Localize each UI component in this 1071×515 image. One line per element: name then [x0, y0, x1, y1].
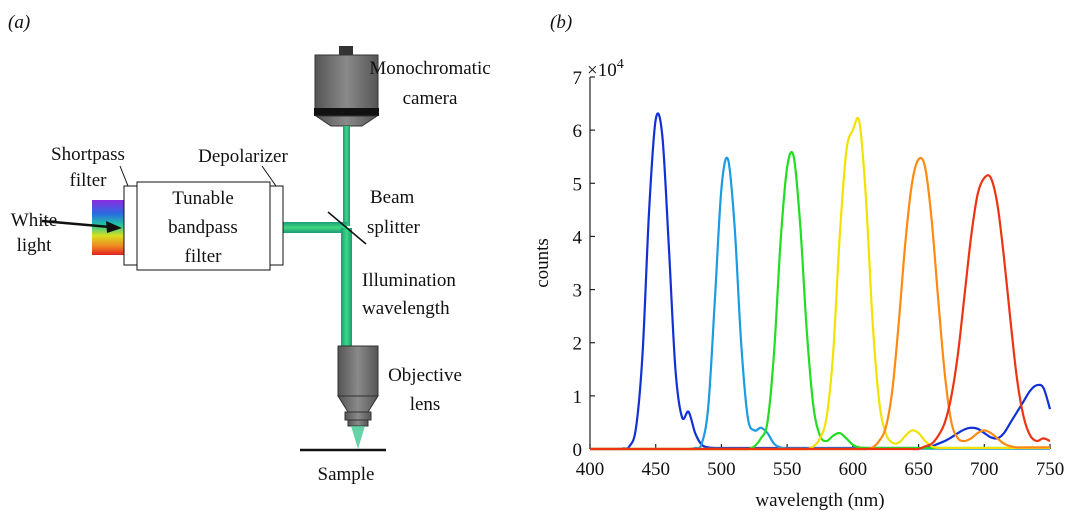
y-tick-label: 4 — [573, 227, 583, 248]
x-tick-label: 700 — [970, 459, 999, 480]
y-multiplier: ×104 — [587, 57, 624, 81]
objective-tip — [347, 419, 369, 427]
y-axis-label: counts — [532, 238, 553, 288]
beam — [341, 228, 352, 348]
label: White — [11, 210, 57, 231]
series-line — [590, 174, 1051, 451]
label: Depolarizer — [198, 146, 288, 167]
beam — [283, 222, 347, 233]
objective-tip — [344, 411, 372, 421]
y-tick-label: 0 — [573, 440, 583, 461]
y-tick-label: 2 — [573, 334, 583, 355]
arrow-head — [106, 221, 122, 233]
y-tick-label: 7 — [573, 68, 583, 89]
series-line — [590, 156, 1050, 451]
x-tick-label: 400 — [576, 459, 605, 480]
label: camera — [403, 88, 458, 109]
label: splitter — [367, 217, 420, 238]
label: Beam — [370, 187, 415, 208]
x-tick-label: 450 — [641, 459, 670, 480]
label: filter — [185, 246, 223, 267]
label: bandpass — [168, 217, 238, 238]
label: wavelength — [362, 298, 450, 319]
x-tick-label: 500 — [707, 459, 736, 480]
multiplier-base: ×10 — [587, 60, 617, 81]
x-axis-label: wavelength (nm) — [755, 490, 884, 511]
label: Tunable — [172, 188, 234, 209]
label: lens — [410, 394, 441, 415]
label: filter — [70, 170, 108, 191]
label: light — [17, 235, 53, 256]
tunable-filter — [136, 181, 271, 271]
y-tick-label: 6 — [573, 121, 583, 142]
beam-splitter — [327, 211, 367, 245]
objective-taper — [337, 395, 379, 413]
leader-line — [261, 165, 277, 187]
leader-line — [119, 165, 129, 187]
depolarizer — [269, 185, 284, 266]
series-line — [590, 150, 1050, 451]
label: Monochromatic — [369, 58, 490, 79]
x-tick-label: 750 — [1036, 459, 1065, 480]
beam — [343, 126, 350, 226]
objective-body — [337, 345, 379, 397]
panel-label: (b) — [550, 12, 572, 33]
label: Sample — [318, 464, 375, 485]
y-tick-label: 3 — [573, 281, 583, 302]
series-line — [590, 112, 1052, 451]
focus-cone — [351, 426, 365, 449]
y-tick-label: 5 — [573, 174, 583, 195]
multiplier-exponent: 4 — [617, 57, 624, 72]
label: Illumination — [362, 270, 456, 291]
camera-band — [314, 108, 379, 116]
panel-label: (a) — [8, 12, 30, 33]
label: Objective — [388, 365, 462, 386]
x-tick-label: 650 — [904, 459, 933, 480]
y-tick-label: 1 — [573, 387, 583, 408]
plot: 0 1 2 3 4 5 6 7 400 450 500 550 600 650 700 750 — [573, 68, 1065, 480]
camera-mount — [314, 115, 379, 127]
camera-knob — [339, 46, 353, 55]
label: Shortpass — [51, 144, 125, 165]
diagram — [41, 46, 386, 452]
series-line — [590, 116, 1050, 451]
x-tick-label: 600 — [839, 459, 868, 480]
shortpass-filter — [123, 185, 138, 266]
arrow — [41, 219, 111, 229]
series-line — [590, 156, 1050, 451]
x-tick-label: 550 — [773, 459, 802, 480]
